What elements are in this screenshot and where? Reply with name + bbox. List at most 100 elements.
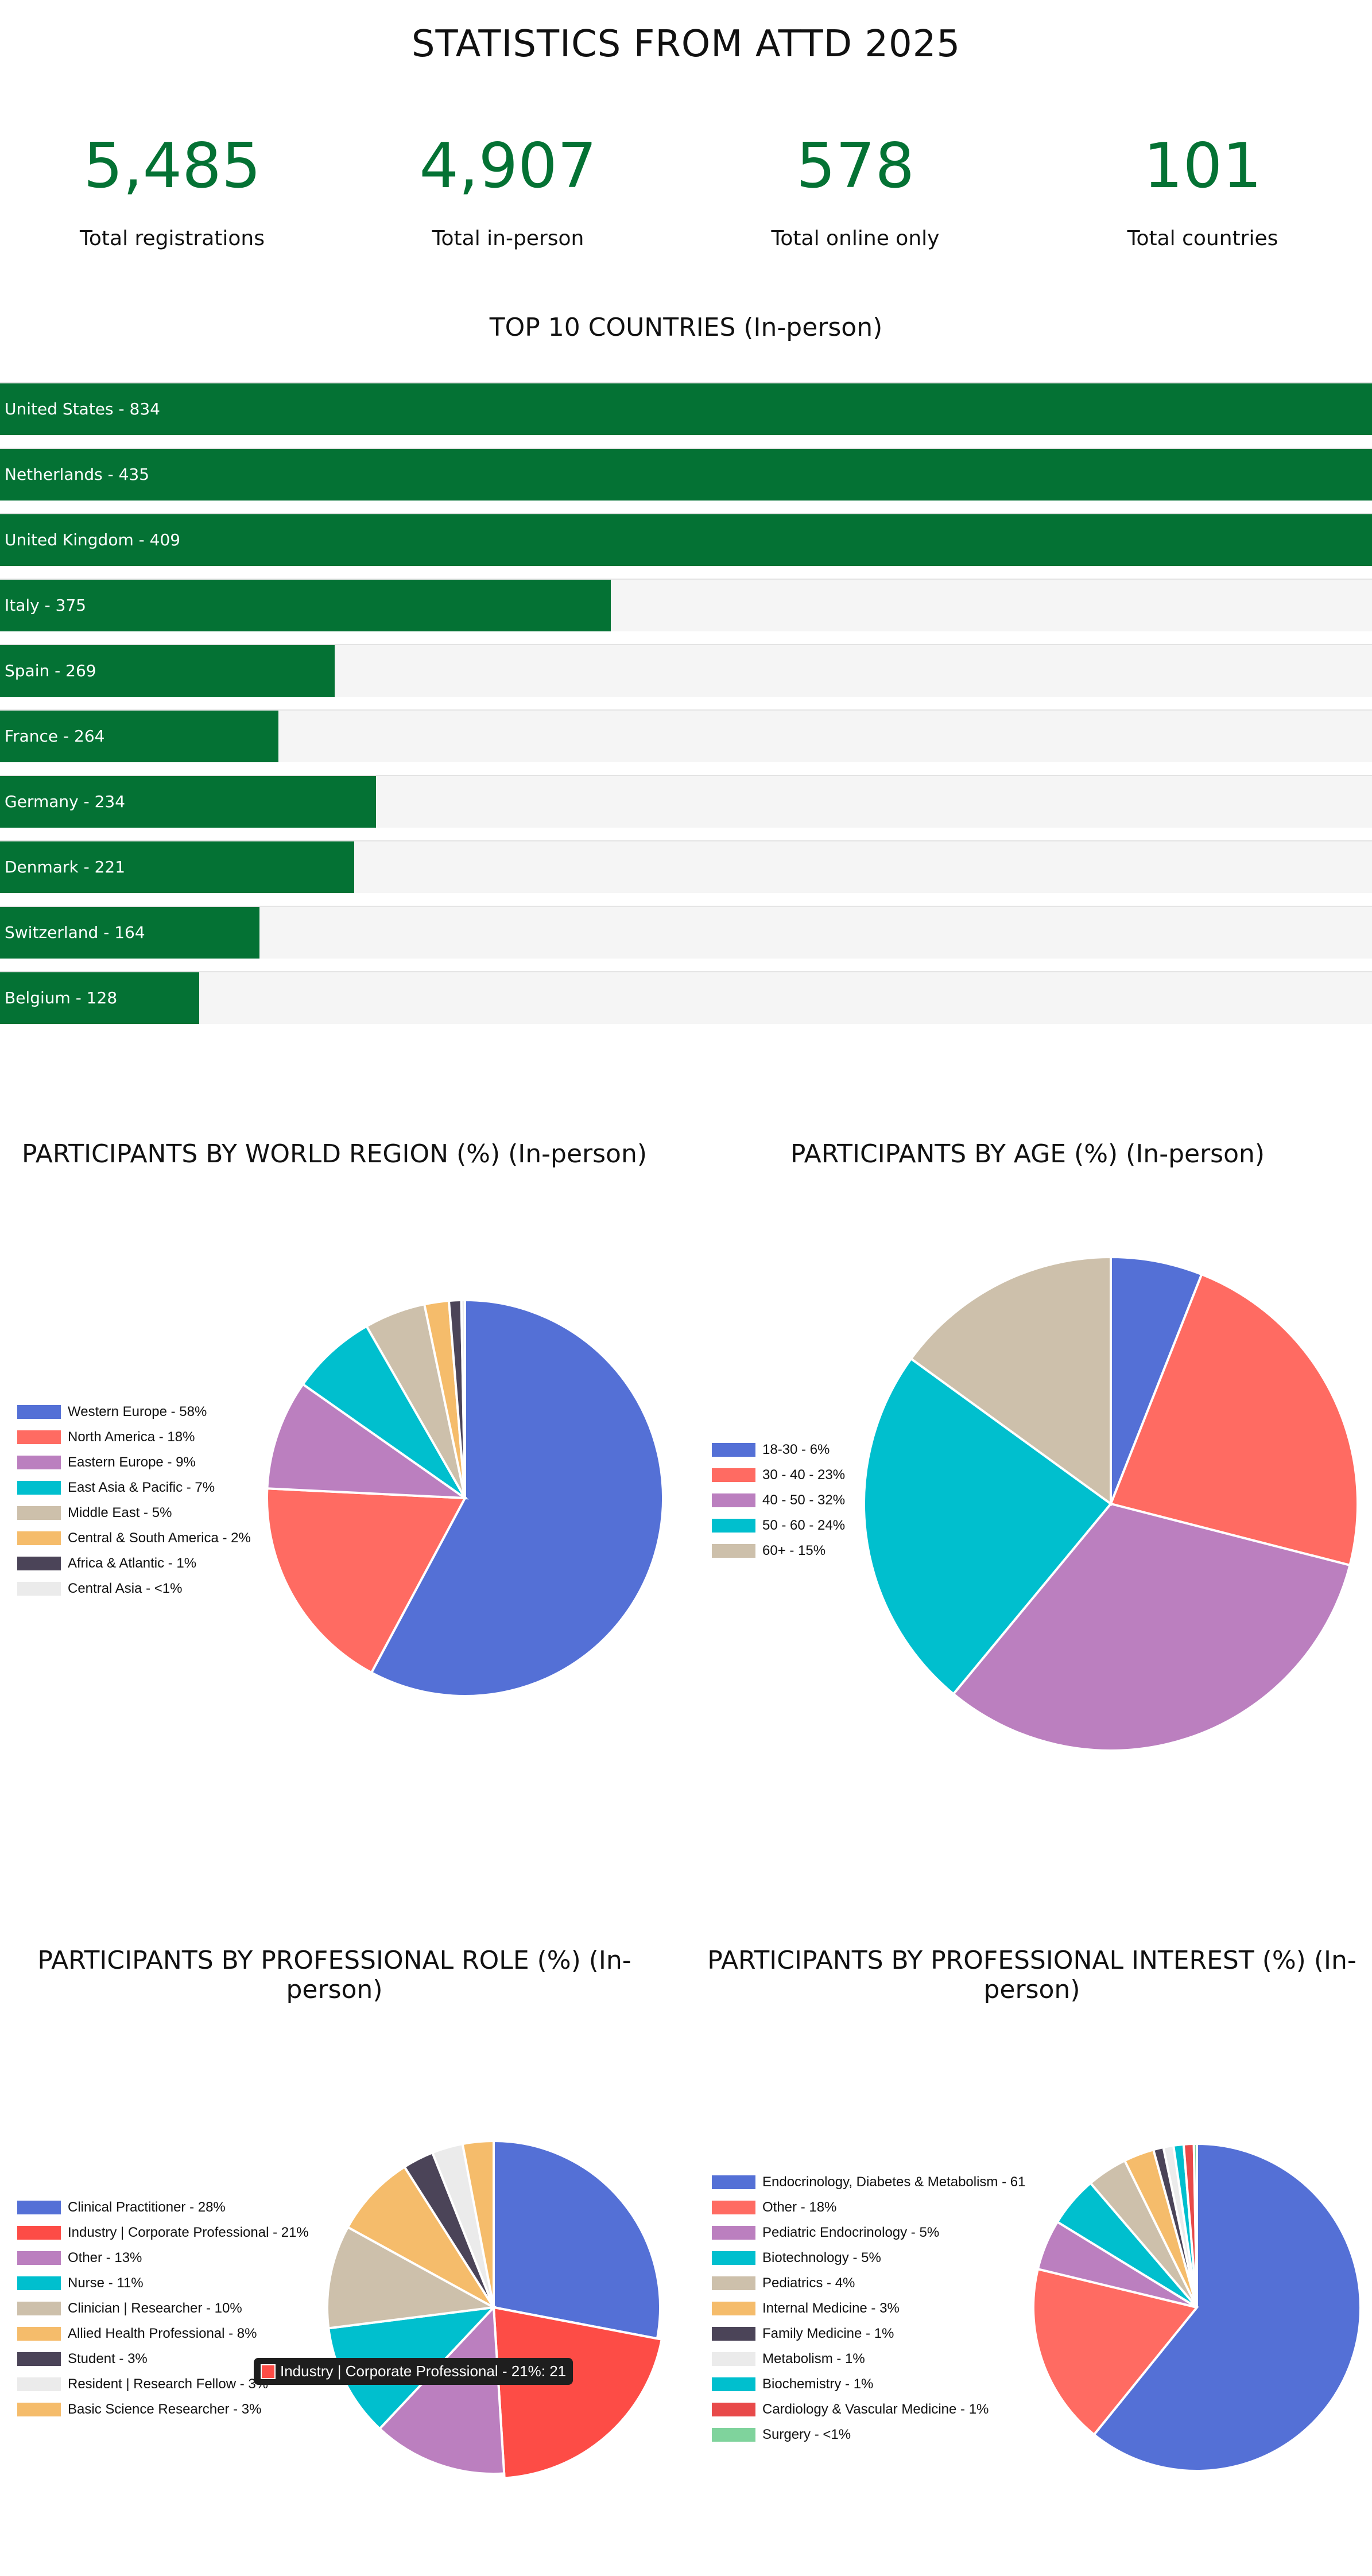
legend-item[interactable]: Other - 13%	[17, 2245, 309, 2271]
legend-item[interactable]: Allied Health Professional - 8%	[17, 2321, 309, 2346]
legend-label: Middle East - 5%	[68, 1505, 172, 1520]
bar-track: France - 264	[0, 709, 1372, 762]
legend-label: 60+ - 15%	[762, 1543, 826, 1558]
pie-slice[interactable]	[1110, 1255, 1203, 1504]
legend-swatch	[712, 1468, 755, 1482]
bar[interactable]	[0, 514, 1372, 566]
legend-item[interactable]: 60+ - 15%	[712, 1538, 845, 1564]
legend-item[interactable]: Clinician | Researcher - 10%	[17, 2296, 309, 2321]
legend-swatch	[712, 2327, 755, 2341]
bar[interactable]	[0, 449, 1372, 501]
legend-item[interactable]: Eastern Europe - 9%	[17, 1450, 251, 1475]
legend-item[interactable]: 30 - 40 - 23%	[712, 1462, 845, 1488]
legend-item[interactable]: Africa & Atlantic - 1%	[17, 1551, 251, 1576]
legend-item[interactable]: Metabolism - 1%	[712, 2346, 1025, 2372]
legend-item[interactable]: Resident | Research Fellow - 3%	[17, 2372, 309, 2397]
legend-item[interactable]: 18-30 - 6%	[712, 1437, 845, 1462]
legend-item[interactable]: Pediatric Endocrinology - 5%	[712, 2220, 1025, 2245]
legend-item[interactable]: North America - 18%	[17, 1425, 251, 1450]
legend-label: 18-30 - 6%	[762, 1442, 830, 1457]
legend-item[interactable]: Surgery - <1%	[712, 2422, 1025, 2447]
legend-swatch	[712, 2302, 755, 2315]
pie-slice[interactable]	[266, 1382, 469, 1500]
pie-slice[interactable]	[1192, 2142, 1198, 2308]
pie-slice[interactable]	[909, 1255, 1112, 1506]
legend-item[interactable]: Biochemistry - 1%	[712, 2372, 1025, 2397]
legend-item[interactable]: Basic Science Researcher - 3%	[17, 2397, 309, 2422]
stat-total-registrations: 5,485 Total registrations	[0, 126, 344, 250]
professional-role-legend: Clinical Practitioner - 28% Industry | Co…	[17, 2195, 309, 2422]
legend-item[interactable]: Central Asia - <1%	[17, 1576, 251, 1601]
legend-item[interactable]: Central & South America - 2%	[17, 1526, 251, 1551]
professional-interest-pie-chart	[1032, 2142, 1362, 2472]
legend-label: Clinician | Researcher - 10%	[68, 2300, 242, 2316]
bar-label: Denmark - 221	[5, 858, 126, 876]
legend-item[interactable]: Clinical Practitioner - 28%	[17, 2195, 309, 2220]
legend-swatch	[17, 1430, 61, 1444]
stat-value: 5,485	[83, 130, 261, 202]
legend-item[interactable]: 40 - 50 - 32%	[712, 1488, 845, 1513]
pie-slice[interactable]	[1032, 2267, 1199, 2437]
legend-label: Other - 13%	[68, 2250, 142, 2265]
pie-slice[interactable]	[492, 2306, 664, 2480]
pie-slice[interactable]	[863, 1357, 1113, 1696]
bar-label: Netherlands - 435	[5, 465, 150, 484]
tooltip-text: Industry | Corporate Professional - 21%:…	[280, 2362, 567, 2380]
legend-label: Industry | Corporate Professional - 21%	[68, 2225, 309, 2240]
pie-slice[interactable]	[266, 1487, 467, 1674]
legend-label: Central Asia - <1%	[68, 1581, 183, 1596]
legend-swatch	[17, 2251, 61, 2265]
legend-item[interactable]: East Asia & Pacific - 7%	[17, 1475, 251, 1500]
pie-slice[interactable]	[301, 1324, 466, 1499]
bar[interactable]	[0, 972, 199, 1024]
pie-slice[interactable]	[1109, 1273, 1359, 1567]
pie-slice[interactable]	[326, 2225, 498, 2330]
bar[interactable]	[0, 907, 259, 959]
legend-item[interactable]: Endocrinology, Diabetes & Metabolism - 6…	[712, 2170, 1025, 2195]
pie-slice[interactable]	[346, 2165, 495, 2309]
legend-label: Resident | Research Fellow - 3%	[68, 2376, 269, 2392]
pie-slice[interactable]	[378, 2305, 506, 2475]
world-region-chart-title: PARTICIPANTS BY WORLD REGION (%) (In-per…	[22, 1139, 647, 1169]
legend-item[interactable]: Pediatrics - 4%	[712, 2271, 1025, 2296]
bar[interactable]	[0, 711, 279, 762]
pie-slice[interactable]	[461, 2139, 495, 2308]
bar[interactable]	[0, 383, 1372, 435]
stat-label: Total online only	[771, 227, 940, 250]
legend-item[interactable]: Middle East - 5%	[17, 1500, 251, 1526]
legend-swatch	[17, 1405, 61, 1419]
legend-item[interactable]: Family Medicine - 1%	[712, 2321, 1025, 2346]
legend-item[interactable]: Industry | Corporate Professional - 21%	[17, 2220, 309, 2245]
legend-label: Western Europe - 58%	[68, 1404, 207, 1419]
pie-slice[interactable]	[1092, 2142, 1362, 2472]
legend-item[interactable]: Nurse - 11%	[17, 2271, 309, 2296]
pie-slice[interactable]	[460, 1298, 466, 1499]
pie-slice[interactable]	[370, 1298, 665, 1697]
pie-slice[interactable]	[952, 1502, 1351, 1752]
legend-label: Allied Health Professional - 8%	[68, 2326, 257, 2341]
legend-item[interactable]: Other - 18%	[712, 2195, 1025, 2220]
legend-swatch	[17, 1557, 61, 1570]
pie-slice[interactable]	[493, 2139, 661, 2340]
legend-label: Pediatric Endocrinology - 5%	[762, 2225, 940, 2240]
stat-value: 578	[796, 130, 915, 202]
legend-label: Biotechnology - 5%	[762, 2250, 881, 2265]
bar[interactable]	[0, 841, 354, 893]
bar-track: United States - 834	[0, 382, 1372, 435]
legend-item[interactable]: Internal Medicine - 3%	[712, 2296, 1025, 2321]
legend-label: North America - 18%	[68, 1429, 195, 1445]
legend-item[interactable]: Western Europe - 58%	[17, 1399, 251, 1425]
legend-item[interactable]: Cardiology & Vascular Medicine - 1%	[712, 2397, 1025, 2422]
bar[interactable]	[0, 645, 335, 697]
legend-label: Metabolism - 1%	[762, 2351, 865, 2366]
bar[interactable]	[0, 580, 611, 631]
legend-label: Student - 3%	[68, 2351, 148, 2366]
professional-interest-chart-title: PARTICIPANTS BY PROFESSIONAL INTEREST (%…	[707, 1946, 1357, 2004]
legend-item[interactable]: Biotechnology - 5%	[712, 2245, 1025, 2271]
legend-item[interactable]: 50 - 60 - 24%	[712, 1513, 845, 1538]
legend-label: Clinical Practitioner - 28%	[68, 2199, 226, 2215]
bar[interactable]	[0, 776, 376, 828]
legend-item[interactable]: Student - 3%	[17, 2346, 309, 2372]
legend-label: East Asia & Pacific - 7%	[68, 1480, 215, 1495]
legend-label: Pediatrics - 4%	[762, 2275, 855, 2291]
